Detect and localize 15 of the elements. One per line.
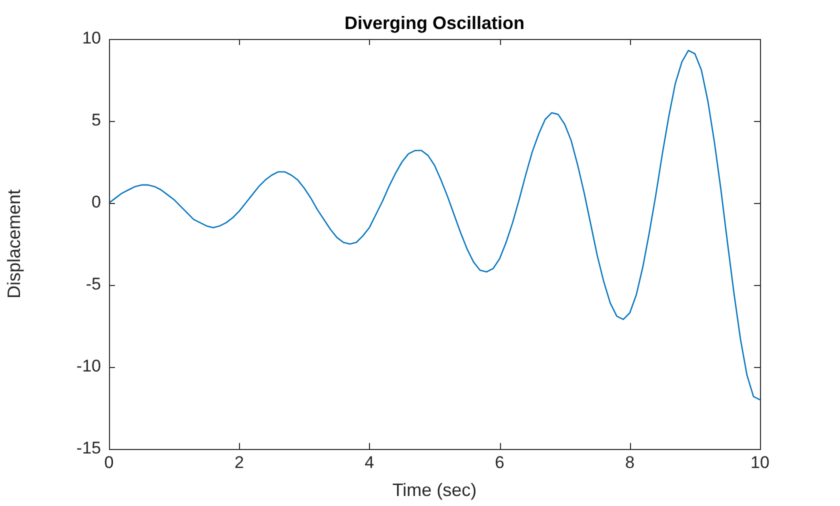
y-tick-label: -10: [76, 356, 101, 376]
x-tick-label: 2: [234, 452, 244, 472]
x-tick-label: 4: [364, 452, 374, 472]
x-tick-label: 8: [625, 452, 635, 472]
x-axis-title: Time (sec): [392, 480, 477, 500]
chart-title: Diverging Oscillation: [344, 12, 525, 33]
y-tick-label: -5: [86, 274, 101, 294]
y-tick-label: 0: [92, 192, 101, 212]
y-tick-label: -15: [76, 438, 101, 458]
x-tick-label: 0: [104, 452, 114, 472]
x-tick-label: 10: [750, 452, 770, 472]
x-tick-label: 6: [494, 452, 504, 472]
y-tick-label: 5: [92, 110, 101, 130]
y-tick-label: 10: [82, 28, 101, 48]
y-axis-title: Displacement: [4, 189, 24, 299]
